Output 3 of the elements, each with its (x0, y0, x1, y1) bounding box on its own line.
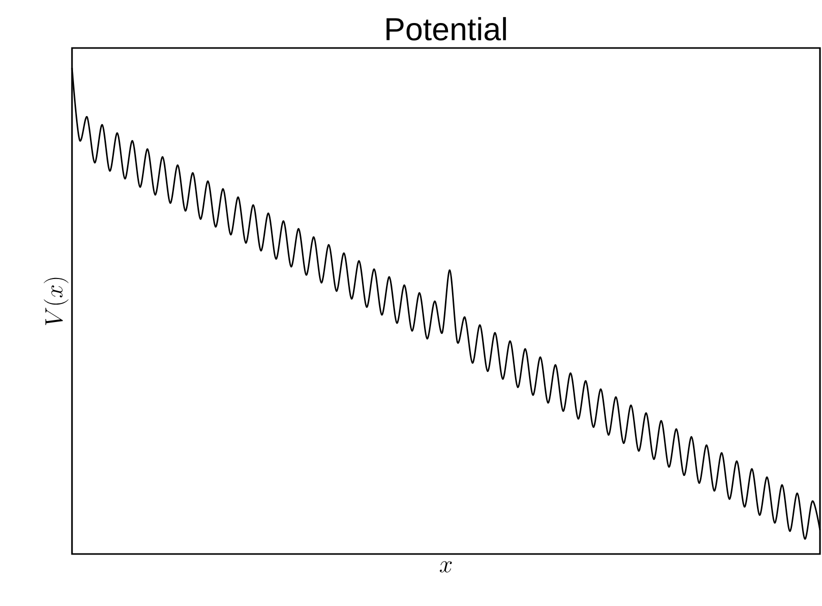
y-axis-title: $V(x)$ (44, 278, 68, 326)
x-axis-title: $x$ (440, 561, 452, 572)
chart-title: Potential (386, 17, 506, 40)
